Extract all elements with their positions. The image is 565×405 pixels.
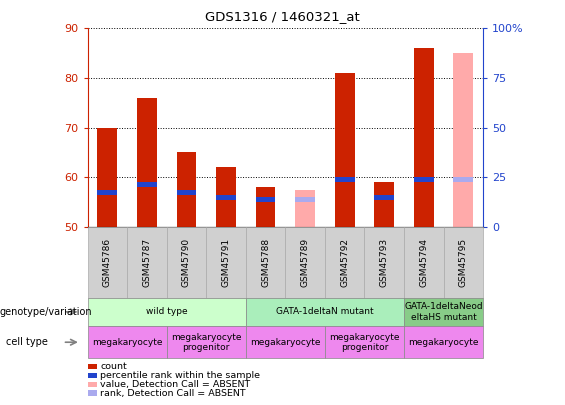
Text: megakaryocyte: megakaryocyte <box>92 338 162 347</box>
Bar <box>137 98 157 227</box>
Bar <box>334 73 355 227</box>
Bar <box>176 190 197 194</box>
Text: GSM45790: GSM45790 <box>182 238 191 287</box>
Text: cell type: cell type <box>6 337 47 347</box>
Text: percentile rank within the sample: percentile rank within the sample <box>100 371 260 380</box>
Bar <box>216 194 236 200</box>
Text: GATA-1deltaNeod
eltaHS mutant: GATA-1deltaNeod eltaHS mutant <box>404 302 483 322</box>
Bar <box>98 190 118 194</box>
Text: GSM45793: GSM45793 <box>380 238 389 287</box>
Text: GSM45789: GSM45789 <box>301 238 310 287</box>
Text: GSM45792: GSM45792 <box>340 238 349 287</box>
Bar <box>375 194 394 200</box>
Text: GSM45786: GSM45786 <box>103 238 112 287</box>
Bar <box>176 152 197 227</box>
Text: megakaryocyte: megakaryocyte <box>408 338 479 347</box>
Bar <box>334 177 355 182</box>
Bar <box>454 177 473 182</box>
Bar <box>414 177 434 182</box>
Text: GSM45791: GSM45791 <box>221 238 231 287</box>
Text: megakaryocyte
progenitor: megakaryocyte progenitor <box>171 333 241 352</box>
Text: GSM45794: GSM45794 <box>419 238 428 287</box>
Text: GDS1316 / 1460321_at: GDS1316 / 1460321_at <box>205 10 360 23</box>
Text: wild type: wild type <box>146 307 188 316</box>
Text: megakaryocyte: megakaryocyte <box>250 338 320 347</box>
Bar <box>295 190 315 227</box>
Bar <box>375 182 394 227</box>
Text: GSM45788: GSM45788 <box>261 238 270 287</box>
Text: GSM45787: GSM45787 <box>142 238 151 287</box>
Bar <box>454 53 473 227</box>
Text: megakaryocyte
progenitor: megakaryocyte progenitor <box>329 333 399 352</box>
Bar <box>414 48 434 227</box>
Text: count: count <box>100 362 127 371</box>
Text: value, Detection Call = ABSENT: value, Detection Call = ABSENT <box>100 380 250 389</box>
Text: GSM45795: GSM45795 <box>459 238 468 287</box>
Bar <box>137 182 157 187</box>
Bar <box>255 187 276 227</box>
Text: GATA-1deltaN mutant: GATA-1deltaN mutant <box>276 307 373 316</box>
Bar <box>98 128 118 227</box>
Bar <box>216 167 236 227</box>
Bar <box>255 197 276 202</box>
Bar <box>454 177 473 182</box>
Text: rank, Detection Call = ABSENT: rank, Detection Call = ABSENT <box>100 389 246 398</box>
Bar <box>295 197 315 202</box>
Text: genotype/variation: genotype/variation <box>0 307 93 317</box>
